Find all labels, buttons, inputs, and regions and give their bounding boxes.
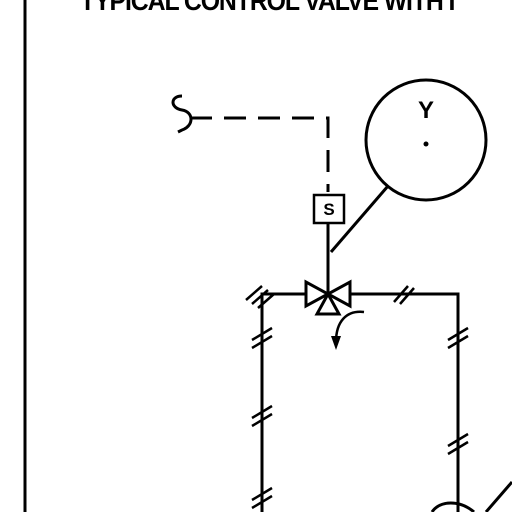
instrument-bubble-dot (423, 141, 429, 147)
solenoid-box: S (312, 193, 346, 225)
instrument-bubble-label: Y (418, 97, 434, 124)
bubble-to-valve-link (329, 185, 390, 253)
signal-source-hook (171, 94, 193, 134)
instrument-bubble: Y (364, 78, 488, 202)
pipe-hash-marks (245, 285, 469, 510)
pneumatic-signal-line (190, 116, 330, 192)
partial-bottom-component (430, 481, 512, 512)
flow-arrowhead (331, 336, 341, 350)
process-pipe-loop (260, 292, 460, 512)
solenoid-label: S (323, 200, 334, 219)
diagram-title: TYPICAL CONTROL VALVE WITH I (80, 0, 455, 16)
